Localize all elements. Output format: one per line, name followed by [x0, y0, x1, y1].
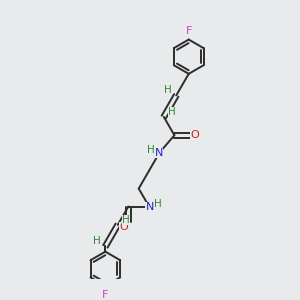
Text: H: H: [122, 215, 130, 225]
Text: H: H: [93, 236, 101, 246]
Text: O: O: [190, 130, 199, 140]
Text: N: N: [146, 202, 154, 212]
Text: H: H: [154, 199, 162, 209]
Text: N: N: [155, 148, 163, 158]
Text: F: F: [102, 290, 109, 300]
Text: H: H: [168, 107, 176, 117]
Text: O: O: [119, 222, 128, 232]
Text: H: H: [147, 146, 154, 155]
Text: F: F: [185, 26, 192, 36]
Text: H: H: [164, 85, 172, 95]
